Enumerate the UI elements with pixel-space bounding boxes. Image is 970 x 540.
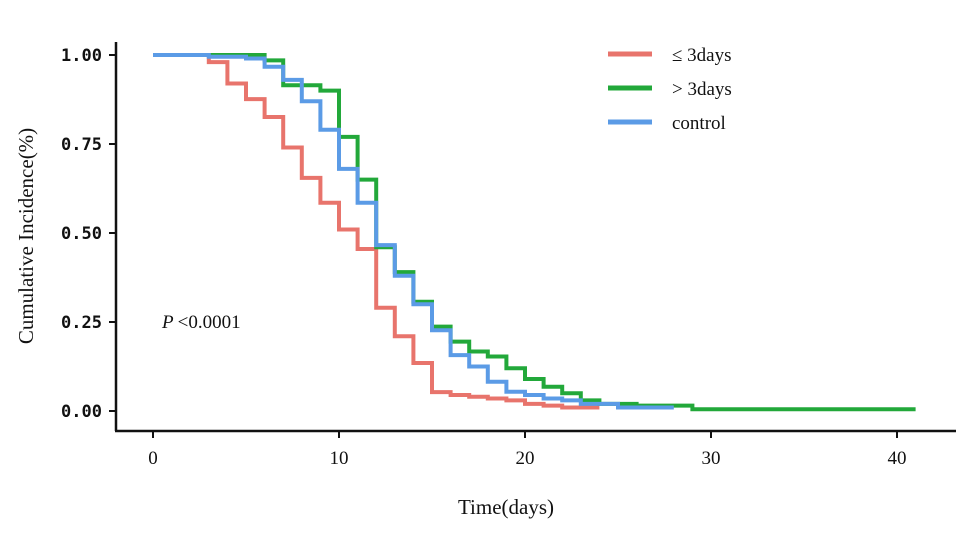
y-ticks: 0.00 0.25 0.50 0.75 1.00 (61, 46, 116, 422)
p-value-annotation: P <0.0001 (161, 312, 241, 333)
series-line-0 (153, 53, 600, 410)
legend-label: > 3days (672, 79, 732, 100)
series-line-2 (153, 53, 674, 410)
series-line-1 (153, 53, 916, 412)
x-tick-label: 30 (702, 448, 721, 469)
legend-label: control (672, 113, 726, 134)
p-value: <0.0001 (178, 312, 241, 333)
x-axis-label: Time(days) (458, 495, 554, 519)
x-tick-label: 10 (330, 448, 349, 469)
y-tick-label: 1.00 (61, 46, 102, 66)
y-tick-label: 0.00 (61, 402, 102, 422)
y-axis-label: Cumulative Incidence(%) (14, 128, 38, 344)
y-tick-label: 0.50 (61, 224, 102, 244)
x-ticks: 0 10 20 30 40 (148, 431, 907, 469)
legend-label: ≤ 3days (672, 45, 732, 66)
curves (153, 53, 916, 412)
p-symbol: P (161, 312, 174, 333)
y-tick-label: 0.25 (61, 313, 102, 333)
y-tick-label: 0.75 (61, 135, 102, 155)
x-tick-label: 40 (888, 448, 907, 469)
x-tick-label: 0 (148, 448, 158, 469)
legend: ≤ 3days > 3days control (608, 45, 732, 134)
x-tick-label: 20 (516, 448, 535, 469)
